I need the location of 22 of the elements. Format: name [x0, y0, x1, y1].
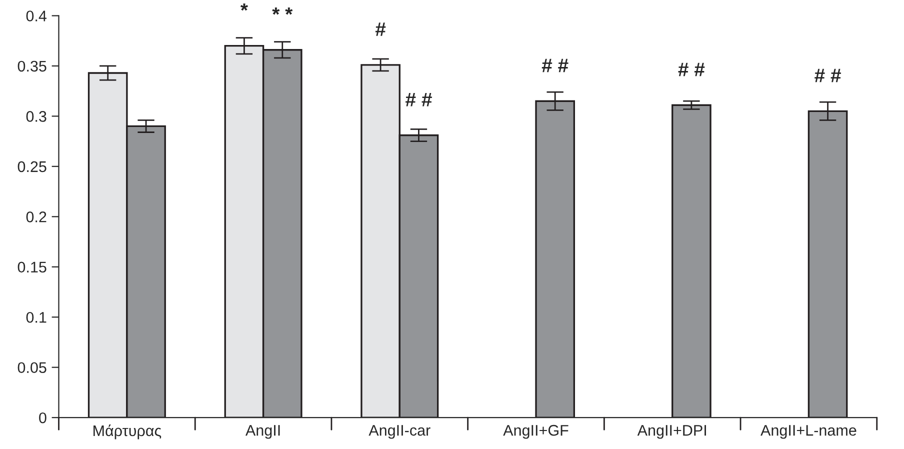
y-tick-label: 0.05 [18, 362, 46, 374]
x-tick-label: AngII+GF [503, 424, 568, 439]
x-tick-label: Μάρτυρας [94, 424, 162, 440]
x-tick-label: AngII+L-name [760, 425, 856, 439]
x-tick-label: AngII-car [368, 425, 430, 439]
y-tick-label: 0.1 [26, 312, 46, 323]
annotation: # # [542, 58, 568, 72]
annotation: # # [814, 68, 841, 82]
annotation: * [240, 3, 248, 11]
x-tick-label: AngII+DPI [637, 425, 706, 439]
x-tick-label: AngII [245, 425, 280, 439]
y-tick-label: 0.15 [18, 262, 46, 273]
annotation: * * [272, 7, 293, 15]
annotation: # # [678, 62, 705, 76]
y-tick-label: 0.3 [26, 111, 46, 122]
y-tick-label: 0.4 [26, 10, 47, 22]
annotation: # # [406, 92, 432, 106]
y-tick-label: 0 [39, 412, 46, 424]
y-tick-label: 0.35 [18, 60, 46, 72]
y-tick-label: 0.2 [26, 212, 46, 222]
annotation: # [375, 22, 386, 36]
y-tick-label: 0.25 [18, 161, 46, 172]
